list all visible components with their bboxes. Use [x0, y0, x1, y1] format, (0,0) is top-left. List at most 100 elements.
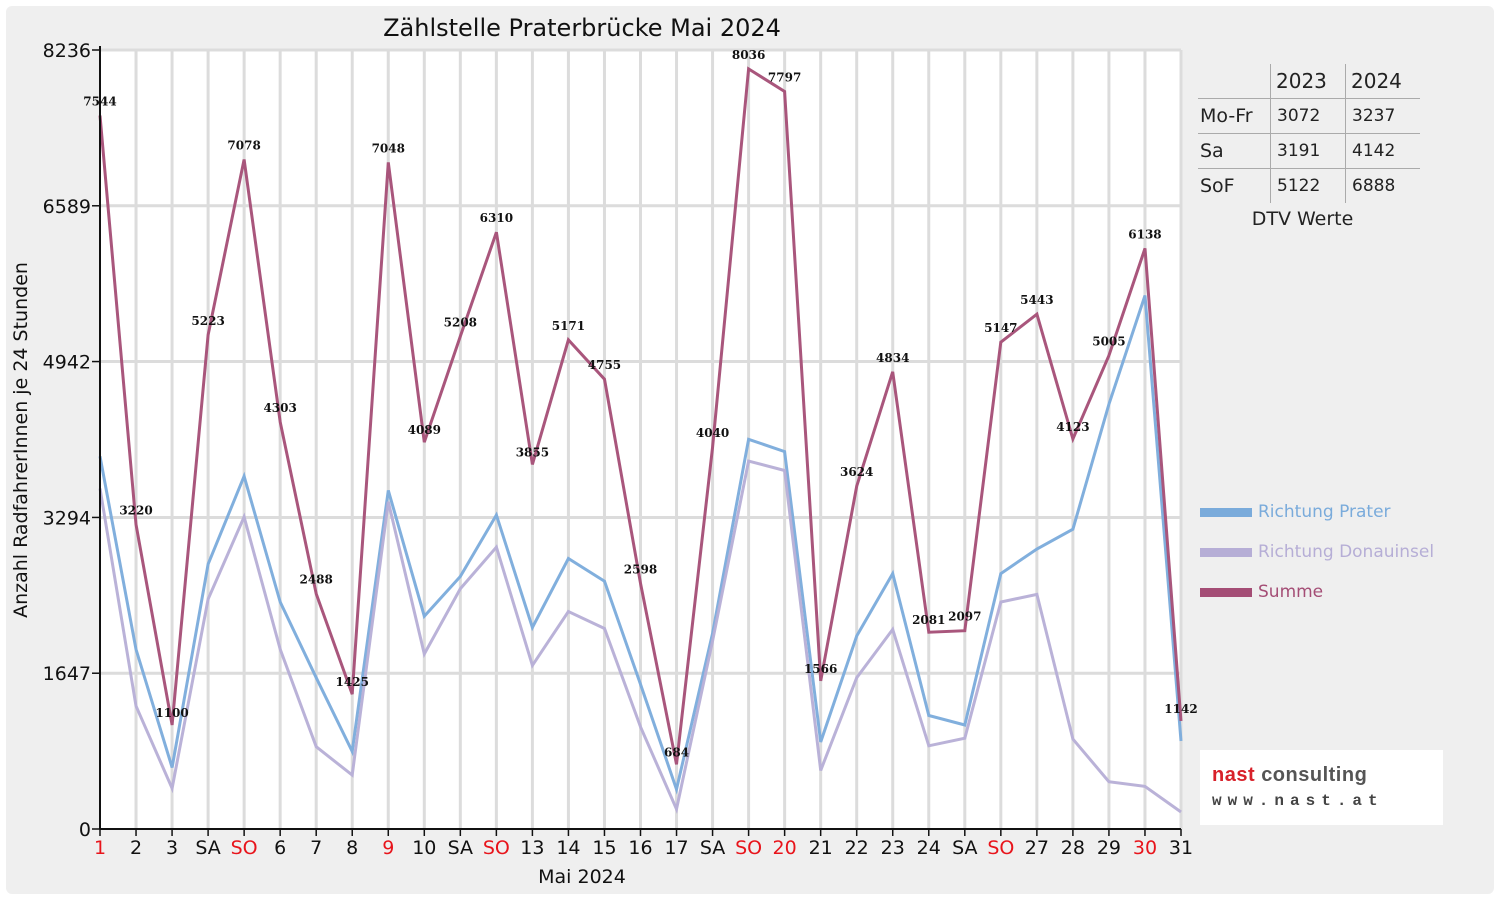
x-tick-label: 28 [1061, 837, 1085, 859]
data-label: 2488 [299, 573, 332, 587]
x-tick-label: SA [952, 837, 977, 859]
data-label: 4089 [408, 423, 441, 437]
dtv-col-2024: 2024 [1345, 64, 1420, 99]
x-tick-label: 22 [845, 837, 869, 859]
legend-swatch [1200, 507, 1252, 517]
dtv-corner [1198, 64, 1271, 99]
x-axis-title: Mai 2024 [538, 866, 626, 888]
data-label: 7048 [372, 141, 405, 155]
x-tick-label: 30 [1133, 837, 1157, 859]
data-label: 1425 [336, 675, 369, 689]
dtv-col-2023: 2023 [1270, 64, 1346, 99]
x-tick-label: SO [483, 837, 510, 859]
x-tick-label: 9 [382, 837, 394, 859]
data-labels: 7544 3220 1100 5223 7078 4303 2488 1425 7048 4089… [83, 48, 1197, 759]
data-label: 4834 [876, 351, 909, 365]
dtv-value: 5122 [1270, 168, 1346, 203]
data-label: 2097 [948, 610, 981, 624]
dtv-header-row: 2023 2024 [1198, 64, 1420, 99]
dtv-row-label: Mo-Fr [1198, 98, 1271, 134]
legend-label: Summe [1258, 582, 1324, 602]
logo-word-nast: nast [1212, 764, 1256, 786]
y-tick-label: 0 [79, 819, 91, 841]
dtv-row-label: SoF [1198, 168, 1271, 203]
x-tick-label: 23 [881, 837, 905, 859]
x-tick-label: SO [987, 837, 1014, 859]
y-axis-title: Anzahl RadfahrerInnen je 24 Stunden [10, 262, 32, 618]
dtv-row-sof: SoF 5122 6888 [1198, 168, 1420, 203]
x-tick-label: SA [195, 837, 220, 859]
data-label: 1566 [804, 662, 837, 676]
data-label: 6310 [480, 211, 513, 225]
data-label: 4755 [588, 358, 621, 372]
x-tick-label: 1 [94, 837, 106, 859]
dtv-value: 4142 [1345, 133, 1420, 169]
x-tick-label: 3 [166, 837, 178, 859]
x-tick-label: 16 [628, 837, 652, 859]
x-tick-label: 13 [520, 837, 544, 859]
series-lines [98, 66, 1183, 814]
line-richtung-prater [98, 295, 1183, 795]
data-label: 1100 [155, 706, 188, 720]
x-tick-label: 29 [1097, 837, 1121, 859]
data-label: 3220 [119, 503, 152, 517]
legend-item-donauinsel: Richtung Donauinsel [1200, 532, 1434, 572]
logo-url: www.nast.at [1212, 792, 1384, 810]
data-label: 8036 [732, 48, 765, 62]
dtv-row-label: Sa [1198, 133, 1271, 169]
x-tick-label: 7 [310, 837, 322, 859]
data-label: 5147 [984, 321, 1017, 335]
x-tick-label: 10 [412, 837, 436, 859]
dtv-table: 2023 2024 Mo-Fr 3072 3237 Sa 3191 4142 S… [1198, 64, 1420, 203]
y-tick-label: 3294 [43, 507, 91, 529]
x-tick-label: 6 [274, 837, 286, 859]
data-label: 7544 [83, 94, 116, 108]
data-label: 6138 [1128, 227, 1161, 241]
y-tick-label: 6589 [43, 196, 91, 218]
legend-item-summe: Summe [1200, 572, 1434, 612]
data-label: 5171 [552, 319, 585, 333]
x-tick-label: 24 [917, 837, 941, 859]
x-tick-label: SO [735, 837, 762, 859]
legend-item-prater: Richtung Prater [1200, 492, 1434, 532]
logo-wordmark: nast consulting [1212, 764, 1367, 787]
legend-swatch [1200, 547, 1252, 557]
x-tick-label: SO [231, 837, 258, 859]
grid [100, 48, 1183, 829]
data-label: 4303 [263, 401, 296, 415]
logo-word-consulting: consulting [1261, 764, 1368, 786]
legend-swatch [1200, 587, 1252, 597]
x-tick-label: 2 [130, 837, 142, 859]
line-summe [98, 66, 1183, 765]
x-tick-label: 20 [773, 837, 797, 859]
x-tick-label: 15 [592, 837, 616, 859]
data-label: 5208 [444, 315, 477, 329]
y-tick-label: 4942 [43, 352, 91, 374]
x-tick-label: 27 [1025, 837, 1049, 859]
data-label: 4123 [1056, 420, 1089, 434]
data-label: 5005 [1092, 335, 1125, 349]
data-label: 7797 [768, 71, 801, 85]
data-label: 5223 [191, 314, 224, 328]
data-label: 7078 [227, 139, 260, 153]
chart-title: Zählstelle Praterbrücke Mai 2024 [383, 14, 781, 42]
legend: Richtung Prater Richtung Donauinsel Summ… [1200, 492, 1434, 612]
data-label: 3855 [516, 445, 549, 459]
data-label: 684 [664, 745, 689, 759]
nast-consulting-logo: nast consulting www.nast.at [1200, 750, 1443, 825]
x-tick-label: 17 [664, 837, 688, 859]
dtv-caption: DTV Werte [1251, 208, 1354, 230]
x-tick-label: SA [448, 837, 473, 859]
x-tick-label: 21 [809, 837, 833, 859]
dtv-value: 3072 [1270, 98, 1346, 134]
legend-label: Richtung Prater [1258, 502, 1391, 522]
dtv-value: 3191 [1270, 133, 1346, 169]
legend-label: Richtung Donauinsel [1258, 542, 1435, 562]
data-label: 3624 [840, 465, 873, 479]
dtv-value: 3237 [1345, 98, 1420, 134]
dtv-row-mofr: Mo-Fr 3072 3237 [1198, 98, 1420, 134]
data-label: 5443 [1020, 293, 1053, 307]
data-label: 4040 [696, 426, 729, 440]
